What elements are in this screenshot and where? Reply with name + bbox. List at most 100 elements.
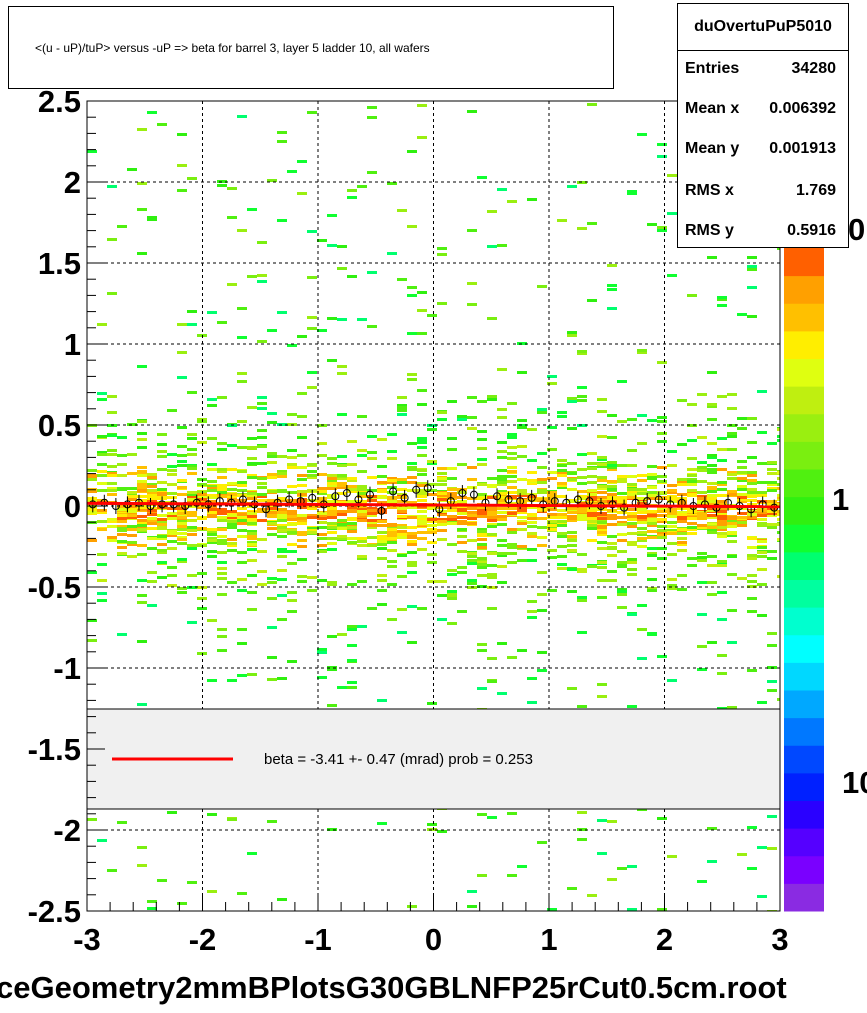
heatmap-cell	[177, 460, 187, 463]
heatmap-cell	[417, 510, 427, 513]
x-tick-label: 3	[771, 922, 788, 957]
heatmap-cell	[667, 498, 677, 501]
heatmap-cell	[737, 466, 747, 469]
heatmap-cell	[497, 490, 507, 493]
heatmap-cell	[337, 523, 347, 526]
palette-swatch	[784, 469, 824, 498]
heatmap-cell	[717, 526, 727, 529]
heatmap-cell	[747, 490, 757, 493]
heatmap-cell	[407, 540, 417, 543]
heatmap-cell	[577, 568, 587, 571]
heatmap-cell	[547, 491, 557, 494]
heatmap-cell	[637, 474, 647, 477]
heatmap-cell	[317, 676, 327, 679]
heatmap-cell	[317, 651, 327, 654]
x-tick-label: -2	[189, 922, 217, 957]
heatmap-cell	[247, 591, 257, 594]
heatmap-cell	[677, 588, 687, 591]
heatmap-cell	[427, 462, 437, 465]
heatmap-cell	[707, 471, 717, 474]
heatmap-cell	[287, 529, 297, 532]
heatmap-cell	[237, 489, 247, 492]
heatmap-cell	[447, 518, 457, 521]
heatmap-cell	[397, 488, 407, 491]
heatmap-cell	[407, 501, 417, 504]
heatmap-cell	[557, 464, 567, 467]
heatmap-cell	[717, 510, 727, 513]
heatmap-cell	[747, 492, 757, 495]
heatmap-cell	[747, 479, 757, 482]
heatmap-cell	[697, 613, 707, 616]
heatmap-cell	[707, 500, 717, 503]
heatmap-cell	[267, 452, 277, 455]
heatmap-cell	[557, 532, 567, 535]
heatmap-cell	[267, 515, 277, 518]
heatmap-cell	[627, 568, 637, 571]
heatmap-cell	[337, 474, 347, 477]
heatmap-cell	[427, 507, 437, 510]
heatmap-cell	[657, 491, 667, 494]
heatmap-cell	[187, 574, 197, 577]
heatmap-cell	[637, 508, 647, 511]
heatmap-cell	[667, 450, 677, 453]
heatmap-cell	[347, 541, 357, 544]
heatmap-cell	[357, 449, 367, 452]
heatmap-cell	[367, 497, 377, 500]
heatmap-cell	[507, 561, 517, 564]
heatmap-cell	[687, 468, 697, 471]
heatmap-cell	[547, 528, 557, 531]
heatmap-cell	[137, 474, 147, 477]
heatmap-cell	[697, 668, 707, 671]
heatmap-cell	[757, 518, 767, 521]
heatmap-cell	[477, 509, 487, 512]
heatmap-cell	[377, 537, 387, 540]
heatmap-cell	[657, 525, 667, 528]
heatmap-cell	[297, 522, 307, 525]
heatmap-cell	[467, 478, 477, 481]
heatmap-cell	[217, 516, 227, 519]
heatmap-cell	[597, 541, 607, 544]
heatmap-cell	[97, 528, 107, 531]
heatmap-cell	[637, 133, 647, 136]
heatmap-cell	[717, 488, 727, 491]
heatmap-cell	[707, 405, 717, 408]
heatmap-cell	[627, 464, 637, 467]
heatmap-cell	[477, 512, 487, 515]
heatmap-cell	[547, 500, 557, 503]
heatmap-cell	[267, 577, 277, 580]
heatmap-cell	[747, 669, 757, 672]
heatmap-cell	[137, 432, 147, 435]
heatmap-cell	[517, 528, 527, 531]
heatmap-cell	[467, 522, 477, 525]
heatmap-cell	[717, 535, 727, 538]
heatmap-cell	[487, 519, 497, 522]
heatmap-cell	[447, 509, 457, 512]
palette-label-0: 0	[848, 212, 865, 247]
heatmap-cell	[627, 561, 637, 564]
heatmap-cell	[227, 514, 237, 517]
heatmap-cell	[497, 408, 507, 411]
heatmap-cell	[767, 644, 777, 647]
heatmap-cell	[147, 907, 157, 910]
heatmap-cell	[577, 482, 587, 485]
heatmap-cell	[767, 481, 777, 484]
heatmap-cell	[707, 526, 717, 529]
heatmap-cell	[107, 539, 117, 542]
heatmap-cell	[607, 547, 617, 550]
heatmap-cell	[567, 185, 577, 188]
palette-swatch	[784, 690, 824, 719]
heatmap-cell	[157, 443, 167, 446]
heatmap-cell	[747, 546, 757, 549]
heatmap-cell	[507, 486, 517, 489]
heatmap-cell	[717, 560, 727, 563]
heatmap-cell	[587, 467, 597, 470]
heatmap-cell	[327, 317, 337, 320]
palette-swatch	[784, 248, 824, 277]
heatmap-cell	[417, 136, 427, 139]
heatmap-cell	[317, 526, 327, 529]
heatmap-cell	[467, 497, 477, 500]
heatmap-cell	[347, 583, 357, 586]
heatmap-cell	[617, 475, 627, 478]
heatmap-cell	[637, 488, 647, 491]
heatmap-cell	[667, 855, 677, 858]
